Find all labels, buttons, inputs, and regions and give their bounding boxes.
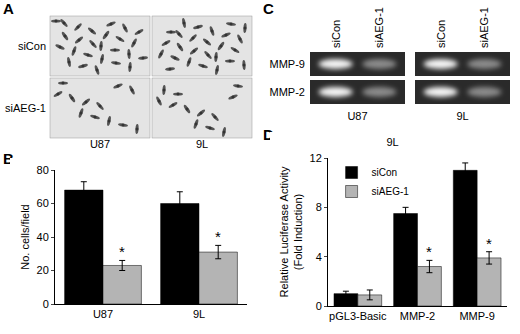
- svg-text:0: 0: [43, 298, 49, 310]
- svg-text:siAEG-1: siAEG-1: [372, 186, 410, 197]
- svg-text:pGL3-Basic: pGL3-Basic: [329, 310, 387, 322]
- svg-text:siAEG-1: siAEG-1: [373, 7, 385, 48]
- svg-text:MMP-2: MMP-2: [400, 310, 435, 322]
- svg-text:8: 8: [316, 201, 322, 213]
- svg-text:No. cells/field: No. cells/field: [19, 204, 31, 269]
- svg-text:12: 12: [310, 152, 322, 164]
- svg-text:siCon: siCon: [18, 40, 46, 52]
- svg-text:60: 60: [37, 197, 49, 209]
- svg-text:U87: U87: [90, 138, 110, 150]
- svg-text:siCon: siCon: [372, 167, 398, 178]
- svg-text:9L: 9L: [386, 136, 398, 148]
- svg-text:Relative Luciferase Activity(F: Relative Luciferase Activity(Fold Induct…: [278, 166, 304, 297]
- svg-text:MMP-9: MMP-9: [270, 58, 305, 70]
- svg-text:4: 4: [316, 251, 322, 263]
- svg-text:A: A: [3, 0, 14, 17]
- svg-text:*: *: [119, 243, 125, 260]
- html-text:B: B: [3, 150, 14, 167]
- svg-text:siAEG-1: siAEG-1: [478, 7, 490, 48]
- svg-text:MMP-9: MMP-9: [459, 310, 494, 322]
- svg-text:*: *: [426, 243, 432, 260]
- svg-text:siAEG-1: siAEG-1: [5, 102, 46, 114]
- svg-text:9L: 9L: [456, 110, 468, 122]
- svg-text:siCon: siCon: [330, 20, 342, 48]
- svg-text:C: C: [263, 0, 274, 17]
- svg-text:20: 20: [37, 264, 49, 276]
- svg-text:*: *: [486, 235, 492, 252]
- svg-text:9L: 9L: [193, 308, 205, 320]
- svg-text:40: 40: [37, 231, 49, 243]
- svg-text:80: 80: [37, 164, 49, 176]
- svg-text:MMP-2: MMP-2: [270, 86, 305, 98]
- svg-text:*: *: [215, 228, 221, 245]
- svg-text:siCon: siCon: [435, 20, 447, 48]
- html-text:D: D: [263, 126, 274, 143]
- svg-text:0: 0: [316, 300, 322, 312]
- svg-text:9L: 9L: [196, 138, 208, 150]
- svg-text:U87: U87: [347, 110, 367, 122]
- svg-text:U87: U87: [93, 308, 113, 320]
